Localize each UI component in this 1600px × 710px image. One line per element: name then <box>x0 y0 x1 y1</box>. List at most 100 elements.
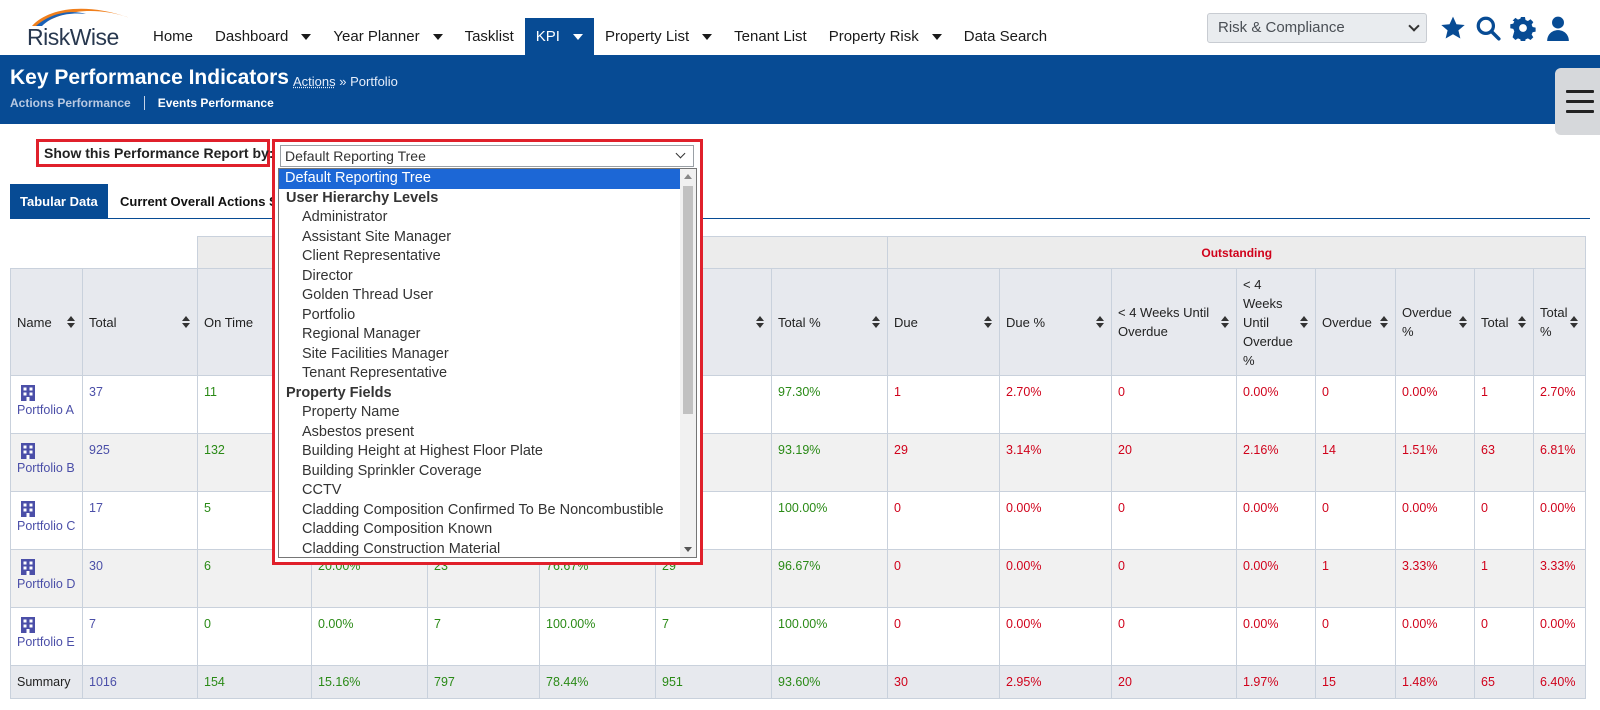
summary-cell: 78.44% <box>540 666 656 699</box>
sort-icon[interactable] <box>1096 316 1104 328</box>
nav-item-label: Tasklist <box>465 28 514 45</box>
column-header[interactable]: Total % <box>1534 269 1586 376</box>
nav-item-kpi[interactable]: KPI <box>525 18 594 55</box>
column-header-label: Total % <box>1540 305 1567 339</box>
dropdown-option[interactable]: Building Sprinkler Coverage <box>279 462 696 482</box>
nav-item-data-search[interactable]: Data Search <box>953 18 1058 55</box>
scroll-up-arrow-icon[interactable] <box>684 174 692 179</box>
portfolio-link[interactable]: Portfolio A <box>17 403 74 417</box>
portfolio-link[interactable]: Portfolio C <box>17 519 75 533</box>
table-cell: 1 <box>888 376 1000 434</box>
sort-icon[interactable] <box>182 316 190 328</box>
column-header[interactable]: Name <box>11 269 83 376</box>
table-cell: 0.00% <box>1396 492 1475 550</box>
nav-item-property-list[interactable]: Property List <box>594 18 723 55</box>
dropdown-option[interactable]: Director <box>279 267 696 287</box>
building-icon[interactable] <box>21 559 35 575</box>
column-header[interactable]: < 4 Weeks Until Overdue <box>1112 269 1237 376</box>
dropdown-option[interactable]: Asbestos present <box>279 423 696 443</box>
dropdown-option[interactable]: Property Name <box>279 403 696 423</box>
report-by-select[interactable]: Default Reporting Tree <box>280 145 694 167</box>
dropdown-option[interactable]: Default Reporting Tree <box>279 169 680 189</box>
sort-icon[interactable] <box>1380 316 1388 328</box>
table-cell: 0.00% <box>1534 492 1586 550</box>
dropdown-option[interactable]: Tenant Representative <box>279 364 696 384</box>
tab-actions-performance[interactable]: Actions Performance <box>10 96 131 110</box>
dropdown-option[interactable]: Building Height at Highest Floor Plate <box>279 442 696 462</box>
dropdown-option[interactable]: Golden Thread User <box>279 286 696 306</box>
breadcrumb-current: Portfolio <box>350 74 398 89</box>
column-header[interactable]: Overdue % <box>1396 269 1475 376</box>
column-header[interactable]: Due <box>888 269 1000 376</box>
column-header[interactable]: Overdue <box>1316 269 1396 376</box>
table-cell: 0.00% <box>1000 608 1112 666</box>
dropdown-option[interactable]: Client Representative <box>279 247 696 267</box>
riskwise-logo[interactable]: RiskWise <box>26 4 136 50</box>
star-icon[interactable] <box>1440 15 1466 41</box>
user-icon[interactable] <box>1545 15 1571 41</box>
column-header[interactable]: Total <box>83 269 198 376</box>
nav-item-dashboard[interactable]: Dashboard <box>204 18 322 55</box>
tab-current-overall-actions[interactable]: Current Overall Actions S <box>110 184 273 218</box>
nav-item-year-planner[interactable]: Year Planner <box>322 18 453 55</box>
scrollbar-thumb[interactable] <box>683 186 693 414</box>
table-cell: 7 <box>83 608 198 666</box>
table-cell: 0 <box>1316 376 1396 434</box>
sort-icon[interactable] <box>67 316 75 328</box>
name-cell: Portfolio A <box>11 376 83 434</box>
dropdown-option[interactable]: Site Facilities Manager <box>279 345 696 365</box>
table-cell: 2.16% <box>1237 434 1316 492</box>
dropdown-option[interactable]: Portfolio <box>279 306 696 326</box>
report-by-options-list[interactable]: Default Reporting Tree User Hierarchy Lev… <box>278 168 697 558</box>
dropdown-option[interactable]: Assistant Site Manager <box>279 228 696 248</box>
building-icon[interactable] <box>21 385 35 401</box>
breadcrumb-actions-link[interactable]: Actions <box>293 74 336 89</box>
portfolio-link[interactable]: Portfolio B <box>17 461 75 475</box>
summary-cell: 1016 <box>83 666 198 699</box>
report-by-dropdown[interactable]: Default Reporting Tree Default Reporting… <box>272 139 703 565</box>
table-cell: 1 <box>1475 550 1534 608</box>
search-icon[interactable] <box>1475 15 1501 41</box>
module-select[interactable]: Risk & Compliance <box>1207 13 1427 43</box>
building-icon[interactable] <box>21 617 35 633</box>
table-cell: 100.00% <box>772 492 888 550</box>
sort-icon[interactable] <box>1518 316 1526 328</box>
sort-icon[interactable] <box>1459 316 1467 328</box>
hamburger-menu-icon[interactable] <box>1555 68 1600 135</box>
table-row: Portfolio A 37 11 97.30% 1 2.70% 0 0.00% 0 0.00% 1… <box>11 376 1586 434</box>
dropdown-option[interactable]: Cladding Composition Confirmed To Be Non… <box>279 501 696 521</box>
dropdown-option[interactable]: Cladding Composition Known <box>279 520 696 540</box>
nav-item-tenant-list[interactable]: Tenant List <box>723 18 818 55</box>
nav-item-tasklist[interactable]: Tasklist <box>454 18 525 55</box>
column-header[interactable]: Total % <box>772 269 888 376</box>
sort-icon[interactable] <box>984 316 992 328</box>
sort-icon[interactable] <box>756 316 764 328</box>
portfolio-link[interactable]: Portfolio E <box>17 635 75 649</box>
building-icon[interactable] <box>21 443 35 459</box>
dropdown-option[interactable]: Regional Manager <box>279 325 696 345</box>
table-row: Portfolio E 7 0 0.00% 7 100.00% 7 100.00% 0 0.00%… <box>11 608 1586 666</box>
table-cell: 0.00% <box>1237 492 1316 550</box>
gear-icon[interactable] <box>1510 15 1536 41</box>
listbox-scrollbar[interactable] <box>680 169 696 557</box>
dropdown-option[interactable]: CCTV <box>279 481 696 501</box>
column-header[interactable]: Due % <box>1000 269 1112 376</box>
table-cell: 0 <box>1475 492 1534 550</box>
sort-icon[interactable] <box>1300 316 1308 328</box>
dropdown-option[interactable]: Cladding Construction Material <box>279 540 696 559</box>
table-cell: 0.00% <box>1000 550 1112 608</box>
building-icon[interactable] <box>21 501 35 517</box>
column-header[interactable]: Total <box>1475 269 1534 376</box>
scroll-down-arrow-icon[interactable] <box>684 547 692 552</box>
column-header[interactable]: < 4 Weeks Until Overdue % <box>1237 269 1316 376</box>
dropdown-option[interactable]: Administrator <box>279 208 696 228</box>
tab-tabular-data[interactable]: Tabular Data <box>10 184 108 218</box>
nav-item-home[interactable]: Home <box>142 18 204 55</box>
sort-icon[interactable] <box>1221 316 1229 328</box>
sort-icon[interactable] <box>1570 316 1578 328</box>
sort-icon[interactable] <box>872 316 880 328</box>
column-header-label: Total % <box>778 315 821 330</box>
tab-events-performance[interactable]: Events Performance <box>158 96 274 110</box>
nav-item-property-risk[interactable]: Property Risk <box>818 18 953 55</box>
portfolio-link[interactable]: Portfolio D <box>17 577 75 591</box>
